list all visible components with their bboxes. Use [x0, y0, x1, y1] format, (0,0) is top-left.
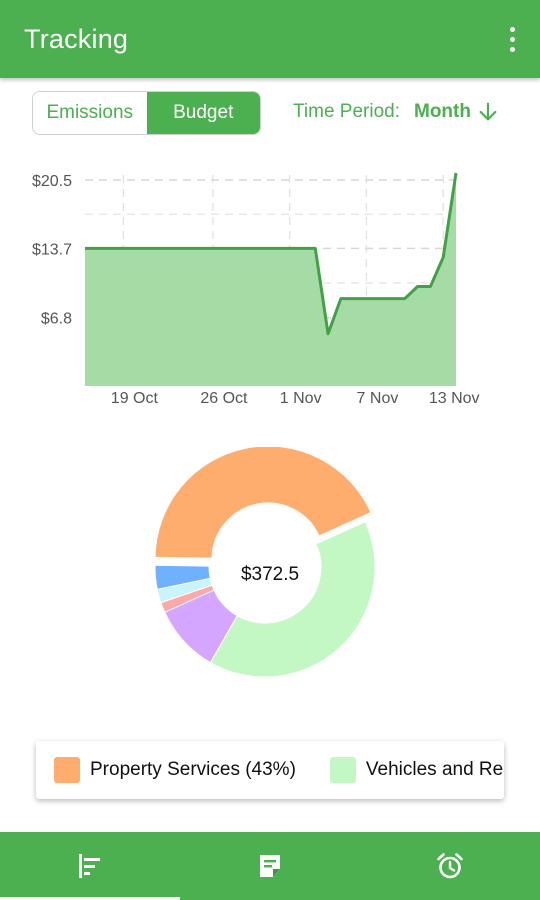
category-donut-chart	[154, 447, 376, 678]
legend-label: Vehicles and Re	[365, 759, 504, 780]
legend-swatch	[54, 757, 80, 783]
donut-slice	[154, 447, 372, 559]
emissions-budget-toggle: Emissions Budget	[32, 91, 261, 135]
alarm-clock-icon	[437, 853, 463, 879]
x-tick-label: 19 Oct	[111, 390, 159, 407]
x-tick-label: 7 Nov	[357, 390, 399, 407]
x-tick-label: 1 Nov	[280, 390, 322, 407]
more-vert-icon[interactable]	[506, 26, 518, 54]
area-fill	[85, 172, 456, 386]
bottom-navigation	[0, 832, 540, 900]
toggle-budget[interactable]: Budget	[146, 92, 260, 134]
y-tick-label: $6.8	[41, 311, 72, 328]
donut-slice	[209, 521, 376, 678]
chart-legend: Property Services (43%) Vehicles and Re	[36, 741, 504, 799]
nav-selected-indicator	[0, 897, 180, 900]
y-tick-label: $13.7	[32, 241, 72, 258]
budget-line	[85, 172, 458, 336]
nav-reminders[interactable]	[360, 832, 540, 900]
note-icon	[260, 855, 280, 877]
time-period-value[interactable]: Month	[414, 101, 471, 122]
chart-bars-icon	[79, 854, 100, 878]
page-title: Tracking	[24, 24, 129, 54]
time-period-label: Time Period:	[293, 101, 400, 122]
legend-item: Vehicles and Re	[329, 757, 504, 783]
toggle-emissions[interactable]: Emissions	[33, 92, 147, 134]
budget-area-chart: $20.5 $13.7 $6.8 19 Oct 26 Oct 1 Nov 7 Nov 13 N…	[32, 172, 480, 407]
time-period-selector: Time Period: Month	[293, 101, 499, 123]
y-tick-label: $20.5	[32, 173, 72, 190]
arrow-down-icon[interactable]	[477, 101, 499, 123]
donut-slice	[154, 564, 211, 590]
x-tick-label: 13 Nov	[429, 390, 480, 407]
x-tick-label: 26 Oct	[200, 390, 248, 407]
app-bar: Tracking	[0, 0, 540, 78]
donut-total-label: $372.5	[240, 564, 300, 585]
legend-swatch	[329, 757, 356, 783]
nav-notes[interactable]	[180, 832, 360, 900]
legend-item: Property Services (43%)	[54, 757, 296, 783]
nav-tracking[interactable]	[0, 832, 180, 900]
legend-label: Property Services (43%)	[90, 759, 296, 780]
